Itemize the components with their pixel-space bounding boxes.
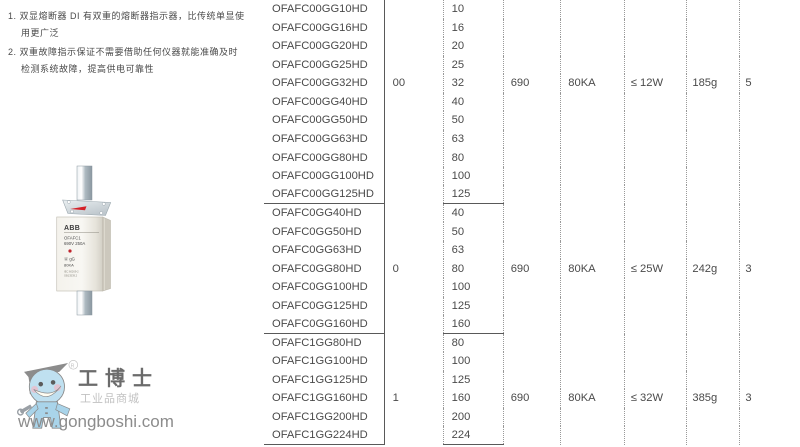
svg-text:R: R [71,363,75,369]
svg-text:OFAFC1: OFAFC1 [64,236,81,241]
svg-text:IEC 60269-2: IEC 60269-2 [64,270,79,274]
svg-text:ABB: ABB [64,225,80,232]
svg-text:Ⓐ gG: Ⓐ gG [64,256,75,263]
svg-text:80KA: 80KA [64,263,74,268]
svg-text:GB13539.2: GB13539.2 [64,274,78,278]
svg-text:690V 250A: 690V 250A [64,241,85,246]
